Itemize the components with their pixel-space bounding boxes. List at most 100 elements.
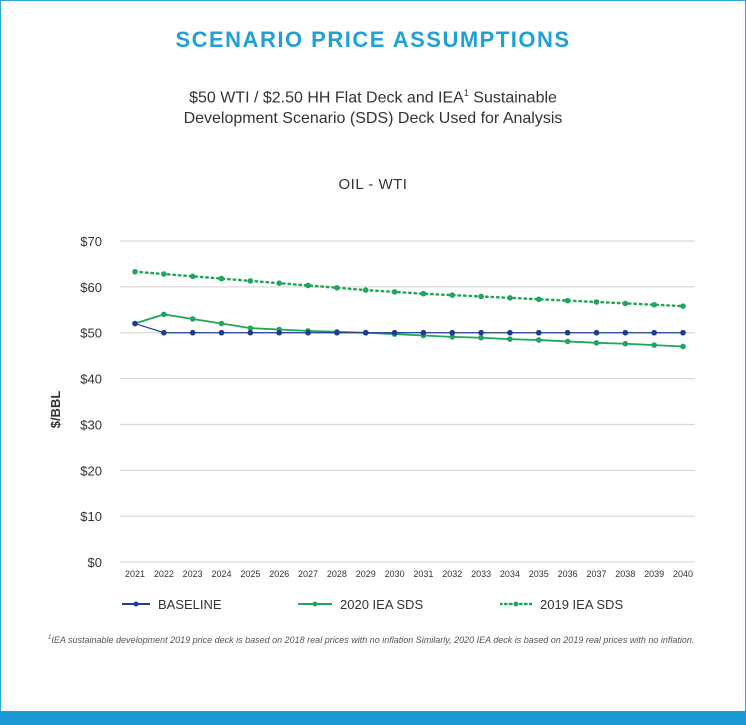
x-tick-label: 2038	[615, 569, 635, 579]
data-point-2019-iea-sds	[593, 299, 600, 305]
data-point-2020-iea-sds	[247, 325, 254, 331]
x-tick-label: 2028	[327, 569, 347, 579]
legend-marker-2019-iea-sds	[513, 601, 519, 607]
data-point-2020-iea-sds	[507, 336, 513, 342]
data-point-2019-iea-sds	[420, 290, 427, 297]
data-point-2019-iea-sds	[218, 275, 225, 282]
data-point-2020-iea-sds	[218, 320, 225, 327]
data-point-baseline	[680, 329, 686, 336]
footnote: 1IEA sustainable development 2019 price …	[48, 632, 708, 646]
x-tick-label: 2021	[125, 569, 145, 579]
data-point-2020-iea-sds	[161, 311, 167, 318]
data-point-2020-iea-sds	[680, 343, 686, 350]
bottom-accent-bar	[0, 711, 746, 725]
legend-label-2019-iea-sds: 2019 IEA SDS	[540, 596, 624, 612]
x-tick-label: 2034	[500, 569, 520, 579]
data-point-baseline	[334, 329, 340, 336]
x-tick-label: 2036	[558, 569, 578, 579]
y-tick-label: $40	[80, 372, 102, 387]
data-point-2019-iea-sds	[651, 301, 657, 308]
subtitle-text-1: $50 WTI / $2.50 HH Flat Deck and IEA	[189, 89, 464, 107]
data-point-2019-iea-sds	[478, 293, 484, 300]
data-point-2019-iea-sds	[189, 273, 196, 280]
x-tick-label: 2026	[269, 569, 289, 579]
y-axis-label: $/BBL	[48, 391, 63, 429]
x-tick-label: 2039	[644, 569, 664, 579]
data-point-2020-iea-sds	[535, 337, 542, 343]
legend-marker-2020-iea-sds	[312, 601, 318, 607]
legend-item-2019-iea-sds: 2019 IEA SDS	[500, 594, 623, 614]
subtitle: $50 WTI / $2.50 HH Flat Deck and IEA1 Su…	[0, 83, 746, 129]
x-tick-label: 2032	[442, 569, 462, 579]
legend-item-2020-iea-sds: 2020 IEA SDS	[298, 594, 423, 614]
data-point-baseline	[420, 329, 427, 336]
chart-legend: BASELINE 2020 IEA SDS 2019 IEA SDS	[0, 594, 746, 614]
x-tick-label: 2029	[356, 569, 376, 579]
y-tick-label: $30	[80, 417, 102, 432]
subtitle-text-2: Sustainable	[468, 89, 557, 107]
y-tick-label: $20	[80, 463, 102, 478]
series-line-baseline	[134, 322, 684, 334]
subtitle-line-1: $50 WTI / $2.50 HH Flat Deck and IEA1 Su…	[0, 83, 746, 108]
legend-label-2020-iea-sds: 2020 IEA SDS	[340, 596, 424, 612]
legend-item-baseline: BASELINE	[122, 594, 222, 614]
data-point-baseline	[189, 329, 196, 336]
data-point-baseline	[161, 329, 167, 336]
data-point-baseline	[362, 329, 369, 336]
data-point-baseline	[507, 329, 513, 336]
data-point-2020-iea-sds	[478, 334, 484, 341]
legend-swatch-2020-iea-sds	[298, 601, 332, 607]
x-tick-label: 2037	[586, 569, 606, 579]
series-line-2019-iea-sds	[133, 270, 685, 308]
data-point-baseline	[305, 329, 311, 336]
data-point-baseline	[276, 329, 283, 336]
chart-title: OIL - WTI	[338, 176, 408, 193]
data-point-2019-iea-sds	[305, 282, 311, 289]
legend-marker-baseline	[133, 601, 139, 607]
data-point-baseline	[449, 329, 456, 336]
line-chart: $0 $10 $20 $30 $40 $50 $60 $70 $/BBL 2021 2022 2023…	[48, 234, 695, 579]
data-point-baseline	[478, 329, 484, 336]
data-point-2019-iea-sds	[449, 292, 456, 298]
footnote-marker: 1	[48, 635, 52, 641]
x-tick-label: 2022	[154, 569, 174, 579]
series-line-2020-iea-sds	[134, 313, 684, 348]
data-point-2020-iea-sds	[593, 340, 600, 346]
x-tick-label: 2023	[183, 569, 203, 579]
data-point-baseline	[535, 329, 542, 336]
data-point-baseline	[132, 320, 138, 327]
subtitle-footnote-marker: 1	[463, 88, 469, 98]
subtitle-line-2: Development Scenario (SDS) Deck Used for…	[183, 110, 563, 128]
data-point-baseline	[651, 329, 657, 336]
data-point-2020-iea-sds	[449, 334, 456, 340]
data-point-2019-iea-sds	[391, 289, 398, 295]
data-point-2020-iea-sds	[622, 340, 629, 347]
data-point-2019-iea-sds	[334, 284, 340, 291]
y-tick-label: $70	[80, 234, 102, 249]
data-point-baseline	[247, 329, 254, 336]
data-point-2019-iea-sds	[622, 300, 629, 307]
x-tick-label: 2030	[385, 569, 405, 579]
y-tick-label: $60	[80, 280, 102, 295]
data-point-2020-iea-sds	[189, 316, 196, 322]
data-point-2019-iea-sds	[362, 287, 369, 293]
data-point-baseline	[593, 329, 600, 336]
data-point-2019-iea-sds	[247, 278, 254, 284]
data-point-2019-iea-sds	[507, 295, 513, 301]
data-point-2019-iea-sds	[535, 296, 542, 303]
footnote-text: IEA sustainable development 2019 price d…	[51, 635, 695, 645]
page-title: SCENARIO PRICE ASSUMPTIONS	[175, 27, 571, 52]
data-point-2019-iea-sds	[276, 280, 283, 286]
y-tick-label: $10	[80, 509, 102, 524]
y-tick-label: $0	[88, 555, 102, 570]
legend-swatch-baseline	[122, 601, 150, 607]
data-point-baseline	[218, 329, 225, 336]
y-tick-label: $50	[80, 326, 102, 341]
data-point-baseline	[391, 329, 398, 336]
x-tick-label: 2033	[471, 569, 491, 579]
x-tick-label: 2040	[673, 569, 693, 579]
data-point-2020-iea-sds	[651, 342, 657, 348]
data-point-2019-iea-sds	[680, 303, 686, 309]
x-tick-label: 2024	[212, 569, 232, 579]
x-tick-label: 2035	[529, 569, 549, 579]
